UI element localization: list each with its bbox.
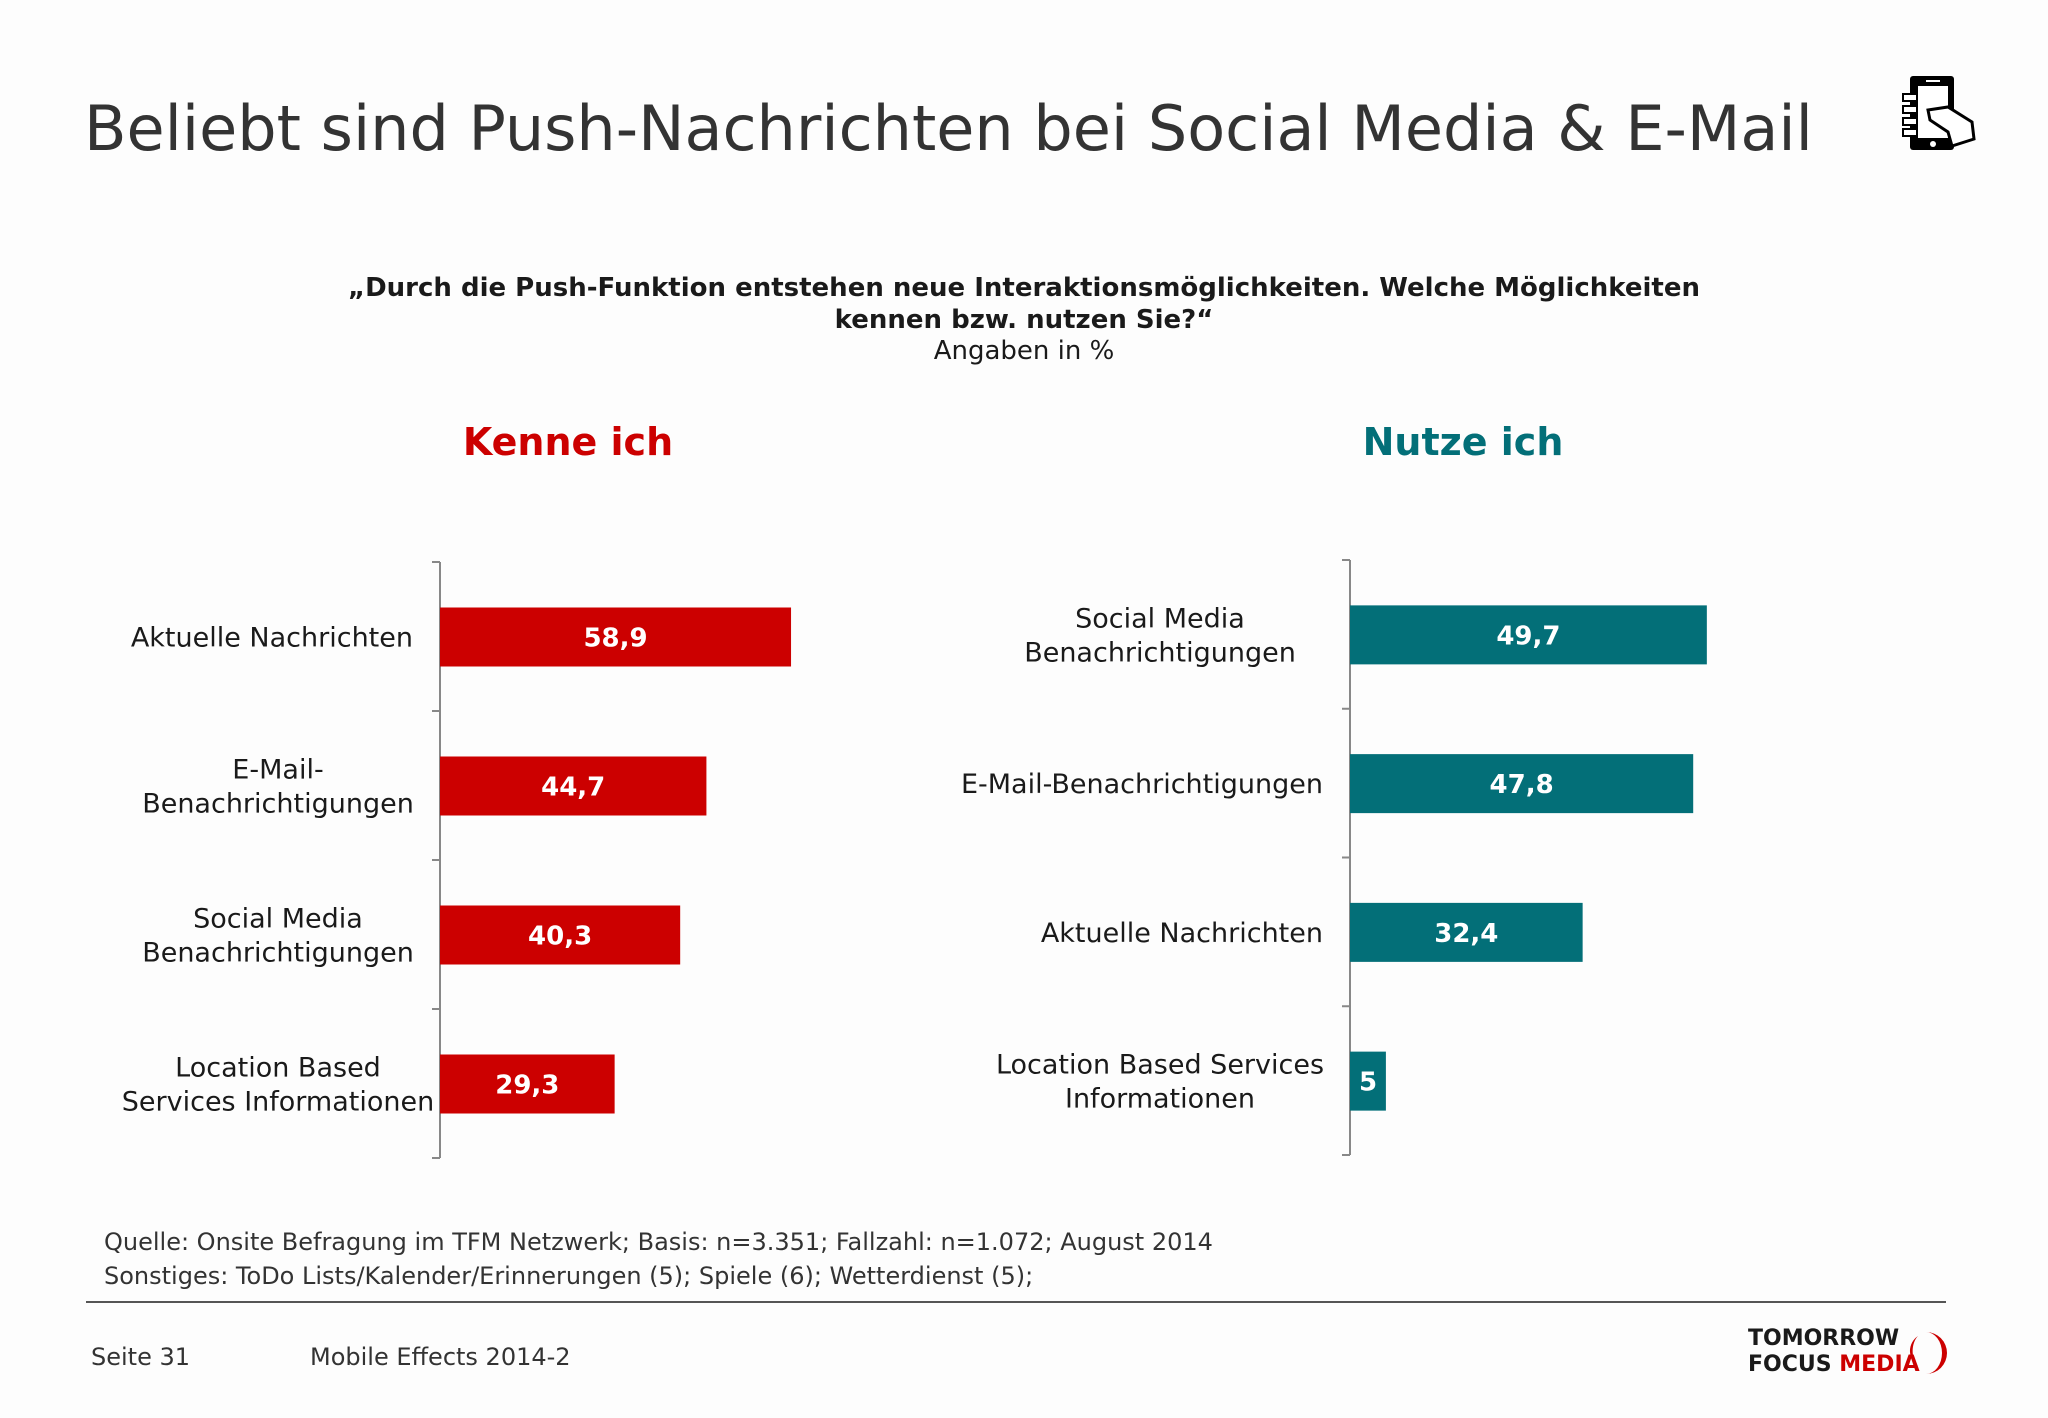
question-line-2: kennen bzw. nutzen Sie?“ — [834, 305, 1214, 335]
bar-value-label: 40,3 — [528, 922, 592, 952]
tomorrow-focus-media-logo: TOMORROW FOCUS MEDIA — [1748, 1326, 1920, 1378]
category-label: E-Mail- — [232, 755, 323, 786]
category-label: Social Media — [193, 904, 363, 935]
category-label: Benachrichtigungen — [142, 938, 414, 969]
bar-value-label: 5 — [1359, 1068, 1377, 1098]
category-label: Benachrichtigungen — [142, 789, 414, 820]
unit-note: Angaben in % — [933, 336, 1115, 366]
category-label: Aktuelle Nachrichten — [131, 623, 413, 654]
footer-divider — [86, 1301, 1946, 1303]
bar — [440, 1054, 615, 1114]
logo-media: MEDIA — [1839, 1352, 1920, 1377]
report-name: Mobile Effects 2014-2 — [310, 1343, 571, 1371]
category-label: Location Based Services — [996, 1050, 1324, 1081]
category-label: Location Based — [175, 1053, 381, 1084]
category-label: Social Media — [1075, 603, 1245, 634]
category-label: Services Informationen — [122, 1087, 434, 1118]
bar-value-label: 47,8 — [1490, 770, 1554, 800]
chart-title-kenne: Kenne ich — [462, 420, 674, 464]
bar — [440, 607, 792, 667]
source-note: Quelle: Onsite Befragung im TFM Netzwerk… — [104, 1228, 1213, 1256]
category-label: Informationen — [1065, 1084, 1255, 1115]
bar — [440, 905, 681, 965]
other-note: Sonstiges: ToDo Lists/Kalender/Erinnerun… — [104, 1262, 1034, 1290]
logo-focus: FOCUS — [1748, 1352, 1832, 1377]
page-number: Seite 31 — [91, 1343, 191, 1371]
logo-line-2: FOCUS MEDIA — [1748, 1352, 1920, 1378]
survey-question: „Durch die Push-Funktion entstehen neue … — [224, 272, 1824, 336]
bar — [1350, 902, 1583, 962]
bar — [1350, 754, 1694, 814]
bar — [1350, 1051, 1386, 1111]
bar-value-label: 29,3 — [495, 1071, 559, 1101]
category-label: E-Mail-Benachrichtigungen — [961, 769, 1323, 800]
category-label: Aktuelle Nachrichten — [1041, 918, 1323, 949]
bar — [1350, 605, 1707, 665]
slide-title: Beliebt sind Push-Nachrichten bei Social… — [84, 92, 1813, 165]
logo-crescent-icon — [1904, 1330, 1952, 1380]
bar-value-label: 49,7 — [1496, 621, 1560, 651]
logo-line-1: TOMORROW — [1748, 1326, 1900, 1351]
chart-title-nutze: Nutze ich — [1362, 420, 1564, 464]
smartphone-in-hand-icon — [1900, 74, 1980, 158]
bar-value-label: 44,7 — [541, 773, 605, 803]
bar-value-label: 58,9 — [583, 624, 647, 654]
question-line-1: „Durch die Push-Funktion entstehen neue … — [348, 273, 1700, 303]
bar-value-label: 32,4 — [1434, 919, 1498, 949]
category-label: Benachrichtigungen — [1024, 637, 1296, 668]
bar — [440, 756, 707, 816]
